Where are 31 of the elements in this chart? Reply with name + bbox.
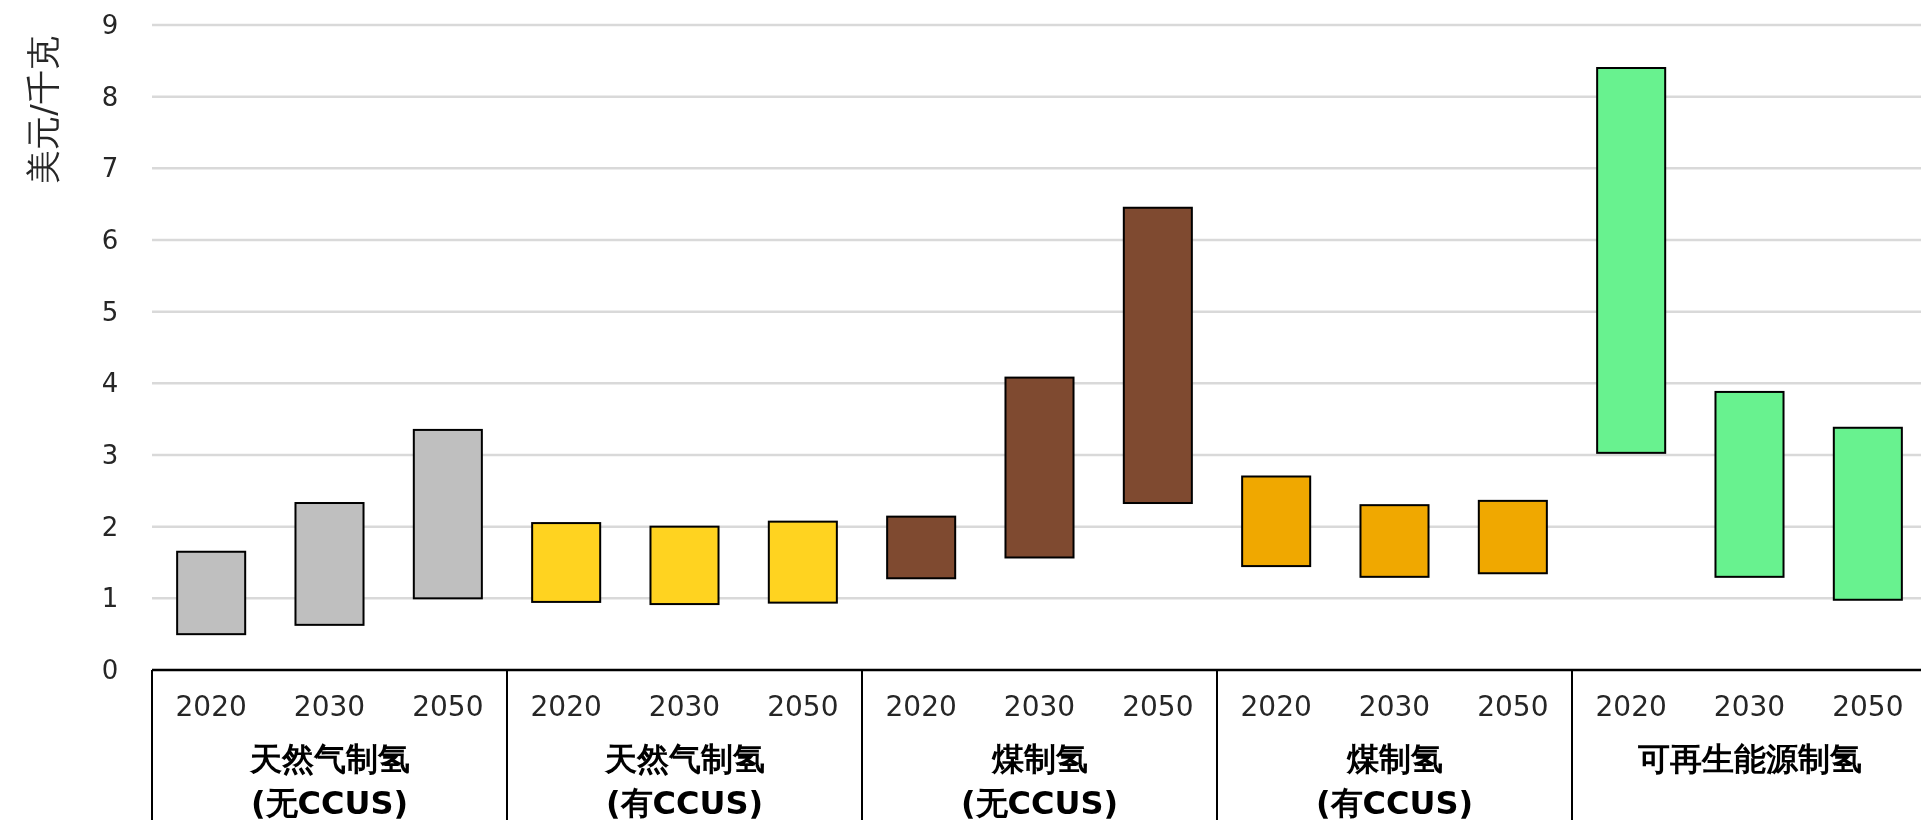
text: 煤制氢 (无CCUS) (960, 740, 1119, 822)
text: 天然气制氢 (无CCUS) (248, 740, 410, 822)
y-tick-label: 2 (101, 511, 119, 542)
y-axis-title: 美元/千克 (23, 36, 63, 184)
x-tick-label: 2020 (530, 690, 602, 723)
x-tick-label: 2020 (1595, 690, 1667, 723)
y-tick-label: 5 (101, 296, 119, 327)
x-tick-label: 2050 (1477, 690, 1549, 723)
x-tick-label: 2030 (1003, 690, 1076, 723)
text: 可再生能源制氢 (1636, 740, 1862, 778)
y-tick-label: 3 (101, 440, 119, 470)
y-tick-label: 7 (101, 153, 119, 184)
y-tick-label: 9 (101, 10, 119, 40)
x-tick-label: 2030 (1713, 690, 1786, 723)
x-tick-label: 2030 (293, 690, 366, 723)
x-tick-label: 2030 (648, 690, 721, 723)
x-tick-label: 2020 (1240, 690, 1312, 723)
y-tick-label: 1 (101, 583, 119, 614)
text: 煤制氢 (有CCUS) (1315, 740, 1474, 822)
x-tick-label: 2050 (767, 690, 839, 723)
x-tick-label: 2050 (1122, 690, 1194, 723)
y-tick-label: 4 (101, 368, 119, 399)
x-tick-label: 2050 (412, 690, 484, 723)
y-tick-label: 6 (101, 225, 119, 255)
x-tick-label: 2030 (1358, 690, 1431, 723)
y-tick-label: 0 (101, 655, 119, 685)
y-tick-label: 8 (101, 81, 119, 112)
x-tick-label: 2020 (885, 690, 957, 723)
x-tick-label: 2020 (175, 690, 247, 723)
text: 天然气制氢 (有CCUS) (603, 740, 765, 822)
x-tick-label: 2050 (1832, 690, 1904, 723)
